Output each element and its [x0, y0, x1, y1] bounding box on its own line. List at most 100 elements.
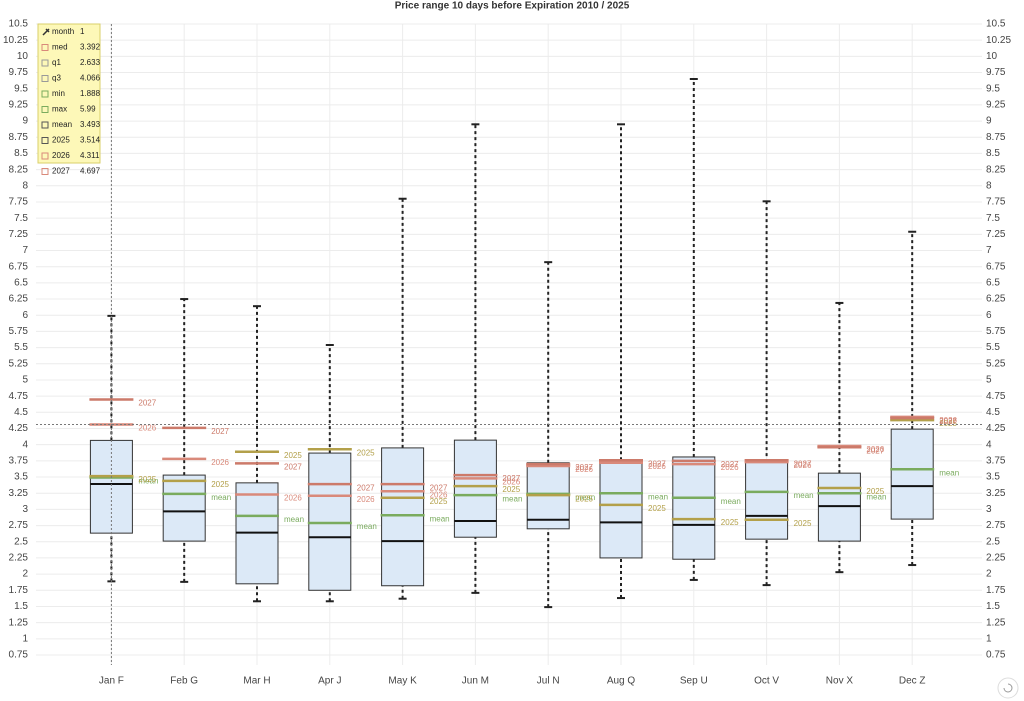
y2-tick-label: 2.25	[986, 553, 1006, 564]
overlay-label: 2027	[138, 399, 156, 408]
overlay-label: 2025	[866, 487, 884, 496]
y2-tick-label: 4	[986, 439, 992, 450]
y-tick-label: 9.25	[9, 100, 29, 111]
y2-tick-label: 4.75	[986, 391, 1006, 402]
x-tick-label: Aug Q	[607, 676, 636, 687]
y2-tick-label: 9.75	[986, 67, 1006, 78]
y2-tick-label: 6.5	[986, 278, 1000, 289]
overlay-label: 2027	[794, 459, 812, 468]
overlay-label: 2026	[648, 462, 666, 471]
box	[162, 474, 206, 542]
y-tick-label: 5.5	[14, 342, 28, 353]
y-tick-label: 10.5	[9, 19, 29, 30]
overlay-label: 2025	[721, 518, 739, 527]
y2-tick-label: 4.5	[986, 407, 1000, 418]
y-tick-label: 1.5	[14, 601, 28, 612]
overlay-label: 2026	[211, 458, 229, 467]
overlay-label: 2027	[430, 483, 448, 492]
x-tick-label: Jan F	[99, 676, 124, 687]
y-tick-label: 7.5	[14, 213, 28, 224]
y2-tick-label: 5.25	[986, 358, 1006, 369]
overlay-label: 2027	[284, 463, 302, 472]
box	[453, 439, 497, 538]
y-tick-label: 8.75	[9, 132, 29, 143]
overlay-label: 2027	[648, 459, 666, 468]
y-tick-label: 9.5	[14, 83, 28, 94]
y2-tick-label: 2.75	[986, 520, 1006, 531]
y-tick-label: 2.5	[14, 536, 28, 547]
box	[381, 447, 425, 587]
overlay-label: 2025	[502, 485, 520, 494]
overlay-label: 2025	[430, 497, 448, 506]
y2-tick-label: 5.5	[986, 342, 1000, 353]
overlay-label: mean	[866, 492, 886, 501]
y2-tick-label: 2.5	[986, 536, 1000, 547]
y-tick-label: 1.25	[9, 617, 29, 628]
y2-tick-label: 4.25	[986, 423, 1006, 434]
overlay-label: mean	[721, 497, 741, 506]
tooltip-label: q1	[52, 58, 61, 67]
x-tick-label: Nov X	[826, 676, 854, 687]
y2-tick-label: 3	[986, 504, 992, 515]
y-tick-label: 2.25	[9, 553, 29, 564]
overlay-label: 2026	[794, 461, 812, 470]
y-tick-label: 10.25	[3, 35, 28, 46]
tooltip-value: 3.514	[80, 136, 101, 145]
x-tick-label: Jul N	[537, 676, 560, 687]
y2-tick-label: 8.75	[986, 132, 1006, 143]
y2-tick-label: 8.25	[986, 164, 1006, 175]
tooltip-swatch	[41, 121, 49, 129]
tooltip-value: 4.066	[80, 74, 101, 83]
tooltip-value: 5.99	[80, 105, 96, 114]
y-tick-label: 2.75	[9, 520, 29, 531]
y2-tick-label: 5	[986, 375, 992, 386]
y-tick-label: 6.75	[9, 261, 29, 272]
y2-tick-label: 3.75	[986, 455, 1006, 466]
y-tick-label: 3.5	[14, 472, 28, 483]
y2-tick-label: 10.25	[986, 35, 1011, 46]
overlay-label: 2027	[721, 460, 739, 469]
overlay-label: 2025	[648, 504, 666, 513]
x-tick-label: Jun M	[462, 676, 489, 687]
y-tick-label: 1	[22, 633, 28, 644]
overlay-label: 2026	[430, 490, 448, 499]
y-tick-label: 5.75	[9, 326, 29, 337]
tooltip-value: 3.493	[80, 120, 101, 129]
box	[599, 459, 643, 559]
y2-tick-label: 2	[986, 569, 992, 580]
tooltip-label: q3	[52, 74, 61, 83]
y-tick-label: 5	[22, 375, 28, 386]
y2-tick-label: 1.5	[986, 601, 1000, 612]
x-tick-label: Dec Z	[899, 676, 926, 687]
y2-tick-label: 7.25	[986, 229, 1006, 240]
y-tick-label: 7.25	[9, 229, 29, 240]
overlay-label: 2026	[357, 495, 375, 504]
tooltip-swatch	[41, 44, 49, 51]
y2-tick-label: 10.5	[986, 19, 1006, 30]
x-tick-label: Feb G	[170, 676, 198, 687]
overlay-label: mean	[357, 522, 377, 531]
tooltip-label: 2027	[52, 167, 70, 176]
y-tick-label: 7.75	[9, 197, 29, 208]
tooltip-label: 2025	[52, 136, 70, 145]
tooltip-value: 4.311	[80, 151, 100, 160]
y2-tick-label: 6.25	[986, 294, 1006, 305]
x-tick-label: Mar H	[243, 676, 270, 687]
tooltip-value: 4.697	[80, 167, 101, 176]
overlay-label: 2027	[211, 427, 229, 436]
y2-tick-label: 1.25	[986, 617, 1006, 628]
tooltip: month 1 med 3.392 q1 2.633 q3 4.066 min 1.888 max 5…	[37, 23, 101, 176]
tooltip-label: med	[52, 43, 68, 52]
y-tick-label: 10	[17, 51, 29, 62]
x-tick-label: Oct V	[754, 676, 779, 687]
overlay-label: mean	[502, 494, 522, 503]
box	[672, 456, 716, 560]
y-tick-label: 4.25	[9, 423, 29, 434]
y-tick-label: 4	[22, 439, 28, 450]
pin-icon	[42, 28, 50, 36]
tooltip-swatch	[41, 152, 49, 160]
overlay-label: 2026	[502, 477, 520, 486]
y2-tick-label: 8	[986, 180, 992, 191]
reset-button[interactable]	[997, 677, 1019, 699]
